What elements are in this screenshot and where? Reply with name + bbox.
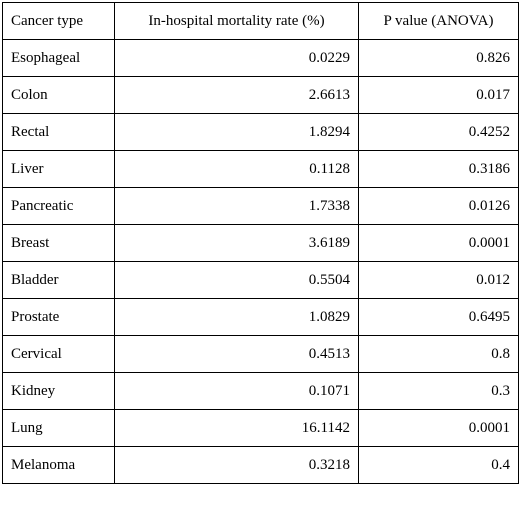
table-row: Melanoma 0.3218 0.4 <box>2 446 519 484</box>
cell-cancer-type: Bladder <box>2 261 115 299</box>
cell-p-value: 0.012 <box>358 261 519 299</box>
mortality-table: Cancer type In-hospital mortality rate (… <box>2 2 519 484</box>
cell-p-value: 0.8 <box>358 335 519 373</box>
table-row: Rectal 1.8294 0.4252 <box>2 113 519 151</box>
cell-p-value: 0.3 <box>358 372 519 410</box>
cell-mortality-rate: 3.6189 <box>114 224 359 262</box>
table-row: Breast 3.6189 0.0001 <box>2 224 519 262</box>
cell-mortality-rate: 1.7338 <box>114 187 359 225</box>
header-mortality-rate: In-hospital mortality rate (%) <box>114 2 359 40</box>
cell-p-value: 0.0001 <box>358 409 519 447</box>
table-row: Lung 16.1142 0.0001 <box>2 409 519 447</box>
cell-cancer-type: Breast <box>2 224 115 262</box>
header-row: Cancer type In-hospital mortality rate (… <box>2 2 519 40</box>
table-body: Esophageal 0.0229 0.826 Colon 2.6613 0.017 Rec… <box>2 39 519 484</box>
cell-mortality-rate: 1.8294 <box>114 113 359 151</box>
cell-p-value: 0.826 <box>358 39 519 77</box>
cell-cancer-type: Cervical <box>2 335 115 373</box>
header-p-value: P value (ANOVA) <box>358 2 519 40</box>
cell-p-value: 0.4252 <box>358 113 519 151</box>
cell-mortality-rate: 0.3218 <box>114 446 359 484</box>
header-cancer-type: Cancer type <box>2 2 115 40</box>
cell-mortality-rate: 0.4513 <box>114 335 359 373</box>
table-row: Colon 2.6613 0.017 <box>2 76 519 114</box>
table-row: Kidney 0.1071 0.3 <box>2 372 519 410</box>
cell-cancer-type: Lung <box>2 409 115 447</box>
table-row: Esophageal 0.0229 0.826 <box>2 39 519 77</box>
cell-p-value: 0.3186 <box>358 150 519 188</box>
cell-cancer-type: Colon <box>2 76 115 114</box>
cell-p-value: 0.0001 <box>358 224 519 262</box>
table-row: Pancreatic 1.7338 0.0126 <box>2 187 519 225</box>
table-row: Prostate 1.0829 0.6495 <box>2 298 519 336</box>
cell-cancer-type: Liver <box>2 150 115 188</box>
cell-mortality-rate: 0.5504 <box>114 261 359 299</box>
cell-p-value: 0.017 <box>358 76 519 114</box>
cell-mortality-rate: 1.0829 <box>114 298 359 336</box>
cell-cancer-type: Kidney <box>2 372 115 410</box>
cell-mortality-rate: 0.1071 <box>114 372 359 410</box>
cell-cancer-type: Pancreatic <box>2 187 115 225</box>
cell-cancer-type: Esophageal <box>2 39 115 77</box>
cell-cancer-type: Rectal <box>2 113 115 151</box>
cell-p-value: 0.6495 <box>358 298 519 336</box>
cell-mortality-rate: 16.1142 <box>114 409 359 447</box>
table-row: Cervical 0.4513 0.8 <box>2 335 519 373</box>
cell-p-value: 0.4 <box>358 446 519 484</box>
table-row: Liver 0.1128 0.3186 <box>2 150 519 188</box>
cell-cancer-type: Melanoma <box>2 446 115 484</box>
cell-mortality-rate: 2.6613 <box>114 76 359 114</box>
cell-cancer-type: Prostate <box>2 298 115 336</box>
cell-mortality-rate: 0.1128 <box>114 150 359 188</box>
cell-mortality-rate: 0.0229 <box>114 39 359 77</box>
cell-p-value: 0.0126 <box>358 187 519 225</box>
table-row: Bladder 0.5504 0.012 <box>2 261 519 299</box>
